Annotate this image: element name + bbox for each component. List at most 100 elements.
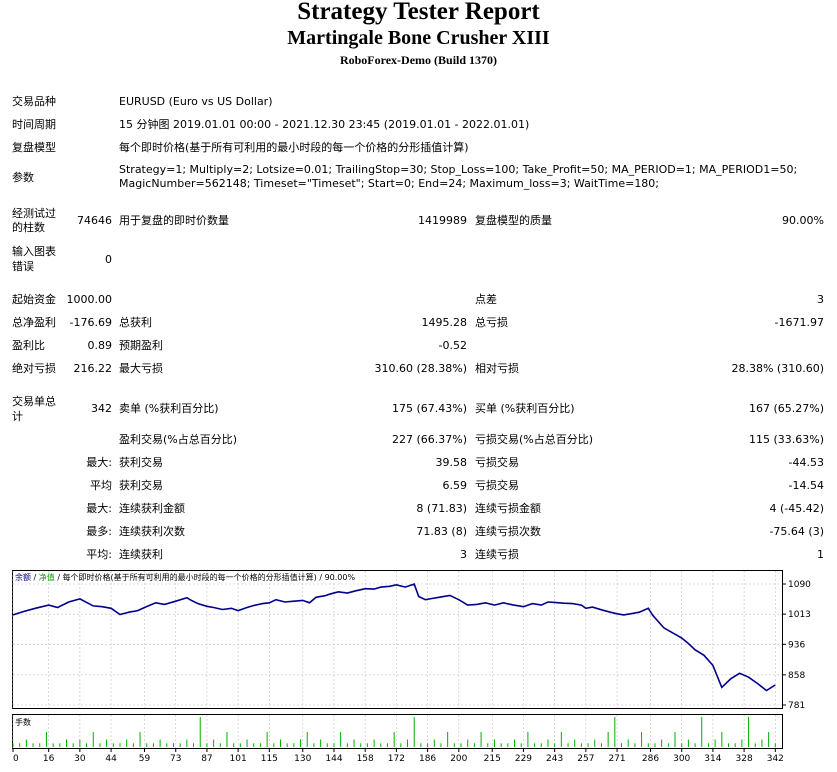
avg-consecutive-wins-value: 3	[460, 548, 467, 561]
lots-bars	[12, 717, 776, 747]
balance-y-axis: 1090 1013 936 858 781	[782, 580, 811, 711]
server-build: RoboForex-Demo (Build 1370)	[339, 53, 498, 67]
x-tick-label: 243	[546, 754, 563, 764]
x-tick-label: 300	[673, 754, 690, 764]
max-consecutive-wins-label: 连续获利金额	[119, 502, 185, 515]
profit-factor-label: 盈利比	[12, 339, 45, 352]
x-tick-label: 130	[294, 754, 311, 764]
largest-profit-label: 获利交易	[119, 456, 163, 469]
bars-value: 74646	[77, 214, 112, 227]
errors-label-line2: 错误	[12, 260, 34, 273]
quality-label: 复盘模型的质量	[475, 214, 552, 227]
avg-consecutive-wins-label: 连续获利	[119, 548, 163, 561]
y-tick-label: 781	[788, 701, 805, 711]
x-tick-label: 257	[577, 754, 594, 764]
long-positions-label: 买单 (%获利百分比)	[475, 402, 575, 415]
max-consecutive-losses-label: 连续亏损金额	[475, 502, 541, 515]
deposit-value: 1000.00	[66, 293, 113, 306]
x-tick-label: 314	[704, 754, 721, 764]
gross-loss-value: -1671.97	[774, 316, 824, 329]
long-positions-value: 167 (65.27%)	[748, 402, 824, 415]
x-tick-label: 44	[105, 754, 117, 764]
lots-plot-frame	[12, 714, 783, 749]
loss-trades-value: 115 (33.63%)	[748, 433, 824, 446]
average-loss-label: 亏损交易	[475, 479, 519, 492]
x-tick-label: 158	[357, 754, 374, 764]
model-label: 复盘模型	[12, 141, 56, 154]
balance-series-line	[12, 582, 776, 692]
average-loss-value: -14.54	[788, 479, 824, 492]
balance-plot-frame	[12, 570, 783, 709]
legend-text: 每个即时价格(基于所有可利用的最小时段的每一个价格的分形插值计算) / 90.0…	[63, 572, 356, 582]
deposit-label: 起始资金	[12, 293, 56, 306]
profit-trades-label: 盈利交易(%占总百分比)	[119, 433, 238, 446]
spread-label: 点差	[475, 293, 497, 306]
legend-separator-1: /	[31, 573, 39, 582]
expected-payoff-label: 预期盈利	[119, 339, 163, 352]
relative-drawdown-value: 28.38% (310.60)	[731, 362, 824, 375]
symbol-value: EURUSD (Euro vs US Dollar)	[119, 95, 273, 108]
total-trades-value: 342	[91, 402, 112, 415]
loss-trades-label: 亏损交易(%占总百分比)	[475, 433, 594, 446]
params-line1: Strategy=1; Multiply=2; Lotsize=0.01; Tr…	[119, 163, 798, 176]
period-value: 15 分钟图 2019.01.01 00:00 - 2021.12.30 23:…	[119, 118, 530, 131]
params-line2: MagicNumber=562148; Timeset="Timeset"; S…	[119, 177, 660, 190]
max-consecutive-profit-label: 连续获利次数	[119, 525, 185, 538]
maximal-row-label: 最多:	[86, 525, 112, 538]
balance-chart-area: 1090 1013 936 858 781 余额 / 净值 / 每个即时价格(基于所有可…	[12, 570, 825, 768]
params-label: 参数	[12, 171, 34, 184]
errors-label-line1: 输入图表	[12, 245, 56, 258]
x-tick-label: 0	[13, 754, 19, 764]
lots-grid	[12, 715, 776, 748]
balance-legend: 余额 / 净值 / 每个即时价格(基于所有可利用的最小时段的每一个价格的分形插值…	[15, 572, 355, 582]
short-positions-label: 卖单 (%获利百分比)	[119, 402, 219, 415]
model-value: 每个即时价格(基于所有可利用的最小时段的每一个价格的分形插值计算)	[119, 141, 469, 154]
y-tick-label: 1090	[788, 580, 811, 590]
total-trades-label-line2: 计	[12, 410, 23, 423]
x-tick-label: 286	[642, 754, 659, 764]
max-consecutive-loss-value: -75.64 (3)	[769, 525, 824, 538]
expert-name: Martingale Bone Crusher XIII	[287, 27, 550, 49]
x-tick-label: 73	[170, 754, 181, 764]
largest-loss-label: 亏损交易	[475, 456, 519, 469]
bars-label-line1: 经测试过	[12, 207, 56, 220]
total-trades-label-line1: 交易单总	[12, 395, 56, 408]
ticks-label: 用于复盘的即时价数量	[119, 214, 229, 227]
quality-value: 90.00%	[782, 214, 824, 227]
ticks-value: 1419989	[418, 214, 467, 227]
average-profit-label: 获利交易	[119, 479, 163, 492]
avg-consecutive-losses-value: 1	[817, 548, 824, 561]
x-tick-label: 172	[388, 754, 405, 764]
x-tick-label: 115	[261, 754, 278, 764]
x-tick-label: 342	[767, 754, 784, 764]
legend-separator-2: /	[55, 573, 63, 582]
legend-balance: 余额	[15, 572, 31, 582]
absolute-drawdown-value: 216.22	[73, 362, 113, 375]
lots-x-axis: 0 16 30 44 59 73 87 101 115 130 144 158 172 186 200 215…	[12, 748, 784, 764]
x-tick-label: 186	[419, 754, 436, 764]
average-row-label: 平均	[90, 479, 112, 492]
maximum-row-label: 最大:	[86, 502, 112, 515]
x-tick-label: 30	[74, 754, 86, 764]
profit-factor-value: 0.89	[87, 339, 113, 352]
profit-trades-value: 227 (66.37%)	[391, 433, 467, 446]
relative-drawdown-label: 相对亏损	[475, 362, 519, 375]
x-tick-label: 271	[608, 754, 625, 764]
x-tick-label: 87	[201, 754, 212, 764]
x-tick-label: 328	[736, 754, 753, 764]
max-consecutive-loss-label: 连续亏损次数	[475, 525, 541, 538]
absolute-drawdown-label: 绝对亏损	[12, 362, 56, 375]
gross-profit-label: 总获利	[119, 316, 152, 329]
legend-equity: 净值	[39, 572, 55, 582]
report-title: Strategy Tester Report	[297, 0, 540, 25]
expected-payoff-value: -0.52	[438, 339, 467, 352]
errors-value: 0	[105, 253, 112, 266]
maximal-drawdown-label: 最大亏损	[119, 362, 163, 375]
balance-chart: 1090 1013 936 858 781 余额 / 净值 / 每个即时价格(基于所有可…	[12, 570, 811, 764]
short-positions-value: 175 (67.43%)	[391, 402, 467, 415]
x-tick-label: 101	[230, 754, 247, 764]
x-tick-label: 59	[139, 754, 151, 764]
x-tick-label: 16	[43, 754, 55, 764]
y-tick-label: 936	[788, 640, 805, 650]
average-profit-value: 6.59	[442, 479, 468, 492]
